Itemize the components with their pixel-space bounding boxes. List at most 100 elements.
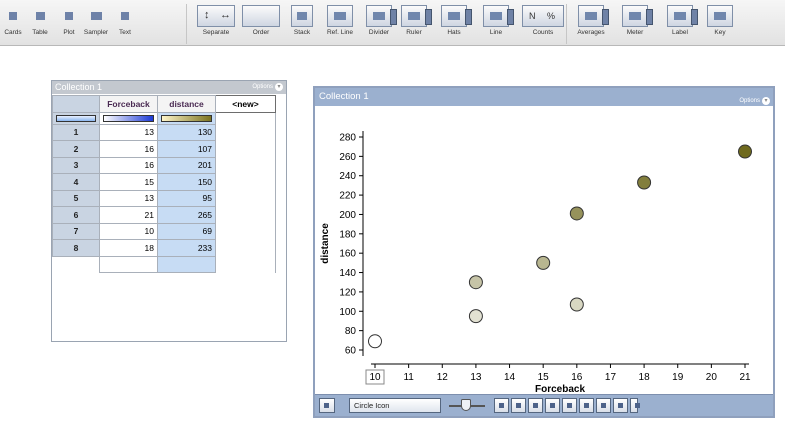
forceback-cell[interactable]: 13 [99, 123, 158, 141]
table-row[interactable]: 4 15 150 [52, 173, 276, 191]
table-row[interactable]: 3 16 201 [52, 156, 276, 174]
table-tool-button[interactable]: Table [28, 5, 52, 43]
empty-index-cell[interactable] [53, 256, 100, 273]
distance-color-swatch[interactable] [161, 114, 212, 122]
column-header-new[interactable]: <new> [215, 95, 276, 113]
new-column-empty-cell [215, 157, 276, 174]
forceback-cell[interactable]: 18 [99, 239, 158, 257]
refresh-icon[interactable] [319, 398, 335, 413]
data-point[interactable] [468, 309, 483, 324]
averages-icon [578, 5, 609, 27]
y-axis-title[interactable]: distance [320, 223, 331, 264]
table-row[interactable]: 8 18 233 [52, 239, 276, 257]
hats-tool-button[interactable]: Hats [437, 5, 472, 43]
line-tool-button[interactable]: Line [479, 5, 514, 43]
divider-tool-button[interactable]: Divider [361, 5, 397, 43]
table-row[interactable]: 1 13 130 [52, 123, 276, 141]
distance-cell[interactable]: 233 [157, 239, 216, 257]
graph-panel-title-bar[interactable]: Collection 1 Options [315, 88, 773, 106]
row-index-cell[interactable]: 1 [52, 123, 100, 141]
text-tool-button[interactable]: Text [114, 5, 136, 43]
cards-tool-button[interactable]: Cards [2, 5, 24, 43]
ruler-tool-button[interactable]: Ruler [398, 5, 432, 43]
key-tool-button[interactable]: Key [702, 5, 738, 43]
distance-cell[interactable]: 265 [157, 206, 216, 224]
ref-line-tool-button[interactable]: Ref. Line [323, 5, 357, 43]
distance-cell[interactable]: 150 [157, 173, 216, 191]
sampler-tool-button[interactable]: Sampler [82, 5, 110, 43]
eraser-tool-icon[interactable] [579, 398, 594, 413]
table-panel-title-bar[interactable]: Collection 1 Options [52, 81, 286, 94]
averages-tool-label: Averages [577, 29, 605, 36]
row-index-cell[interactable]: 4 [52, 173, 100, 191]
index-color-swatch[interactable] [56, 114, 96, 122]
more-tools-icon[interactable] [630, 398, 640, 413]
x-axis-title[interactable]: Forceback [535, 384, 585, 395]
counts-tool-label: Counts [532, 29, 554, 36]
data-point[interactable] [637, 175, 652, 190]
row-index-cell[interactable]: 8 [52, 239, 100, 257]
empty-new-row[interactable] [53, 255, 276, 273]
hand-tool-icon[interactable] [511, 398, 526, 413]
order-tool-button[interactable]: Order [242, 5, 280, 43]
table-row[interactable]: 5 13 95 [52, 189, 276, 207]
table-row[interactable]: 6 21 265 [52, 206, 276, 224]
graph-options-button[interactable]: Options [739, 92, 770, 110]
data-point[interactable] [368, 334, 382, 349]
distance-cell[interactable]: 69 [157, 222, 216, 240]
forceback-color-swatch[interactable] [103, 114, 154, 122]
distance-cell[interactable]: 130 [157, 123, 216, 141]
distance-cell[interactable]: 201 [157, 156, 216, 174]
forceback-cell[interactable]: 16 [99, 156, 158, 174]
forceback-cell[interactable]: 10 [99, 222, 158, 240]
distance-color-swatch-cell[interactable] [157, 111, 216, 125]
distance-cell[interactable]: 107 [157, 140, 216, 158]
row-index-cell[interactable]: 3 [52, 156, 100, 174]
x-axis-min-marker[interactable] [365, 369, 385, 385]
separate-tool-button[interactable]: ↕ ↔ Separate [194, 5, 238, 43]
counts-tool-button[interactable]: N% Counts [518, 5, 568, 43]
forceback-cell[interactable]: 13 [99, 189, 158, 207]
new-column-empty-cell[interactable] [215, 256, 276, 273]
data-point[interactable] [536, 255, 551, 270]
distance-cell[interactable]: 95 [157, 189, 216, 207]
stack-tool-button[interactable]: Stack [288, 5, 316, 43]
scatter-plot[interactable]: 60 80 100 120 140 160 180 200 220 240 260 280 10 11 12… [315, 106, 773, 396]
graph-bottom-toolbar: Circle Icon [315, 394, 773, 416]
x-tick-label: 17 [605, 372, 617, 383]
forceback-cell[interactable]: 16 [99, 140, 158, 158]
averages-tool-button[interactable]: Averages [573, 5, 609, 43]
row-index-cell[interactable]: 6 [52, 206, 100, 224]
pencil-tool-icon[interactable] [562, 398, 577, 413]
drag-tool-icon[interactable] [528, 398, 543, 413]
meter-tool-button[interactable]: Meter [612, 5, 658, 43]
y-tick-label: 180 [339, 229, 356, 240]
column-header-distance[interactable]: distance [157, 95, 216, 113]
empty-distance-cell[interactable] [157, 255, 216, 273]
y-tick-label: 60 [345, 346, 357, 357]
data-point[interactable] [569, 206, 584, 221]
table-options-button[interactable]: Options [252, 81, 283, 94]
scale-marker-tool-icon[interactable] [596, 398, 611, 413]
scale-tool-icon[interactable] [545, 398, 560, 413]
data-point[interactable] [468, 275, 483, 290]
column-header-forceback[interactable]: Forceback [99, 95, 158, 113]
index-color-swatch-cell[interactable] [52, 111, 100, 125]
forceback-cell[interactable]: 15 [99, 173, 158, 191]
table-row[interactable]: 2 16 107 [52, 140, 276, 158]
pointer-tool-icon[interactable] [494, 398, 509, 413]
table-row[interactable]: 7 10 69 [52, 222, 276, 240]
row-index-cell[interactable]: 2 [52, 140, 100, 158]
row-index-cell[interactable]: 5 [52, 189, 100, 207]
forceback-cell[interactable]: 21 [99, 206, 158, 224]
icon-type-select[interactable]: Circle Icon [349, 398, 441, 413]
forceback-color-swatch-cell[interactable] [99, 111, 158, 125]
plot-tool-button[interactable]: Plot [58, 5, 80, 43]
icon-size-slider-thumb[interactable] [461, 399, 471, 411]
bracket-tool-icon[interactable] [613, 398, 628, 413]
empty-forceback-cell[interactable] [99, 255, 158, 273]
row-index-cell[interactable]: 7 [52, 222, 100, 240]
data-point[interactable] [738, 144, 752, 159]
data-point[interactable] [569, 297, 584, 312]
label-tool-button[interactable]: Label [662, 5, 698, 43]
